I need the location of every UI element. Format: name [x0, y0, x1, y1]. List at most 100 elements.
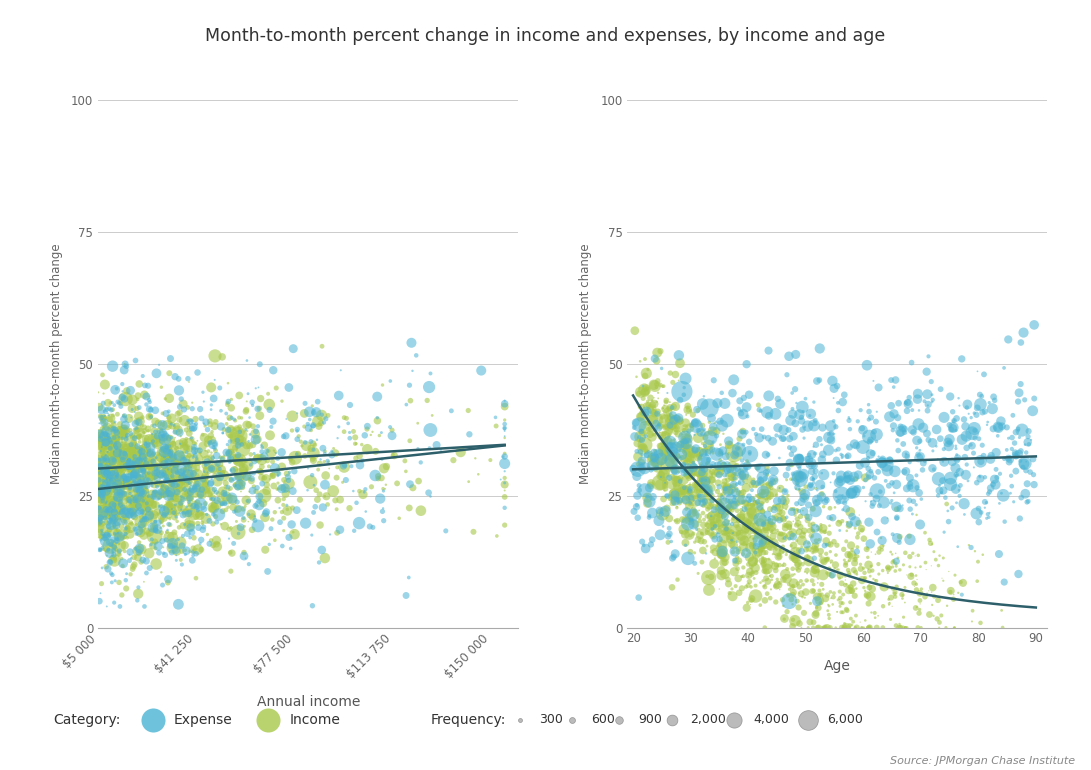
Point: [168, 443, 185, 455]
Point: [793, 525, 811, 537]
Point: [496, 519, 514, 531]
Point: [116, 447, 133, 460]
Point: [221, 456, 239, 468]
Point: [160, 432, 178, 444]
Point: [205, 499, 223, 511]
Point: [674, 483, 692, 495]
Point: [808, 571, 826, 584]
Point: [930, 594, 947, 606]
Point: [96, 463, 113, 475]
Point: [119, 494, 136, 506]
Point: [143, 523, 160, 535]
Point: [99, 461, 117, 474]
Point: [886, 588, 903, 600]
Point: [935, 443, 952, 455]
Point: [732, 466, 750, 478]
Point: [684, 457, 702, 469]
Point: [683, 419, 700, 431]
Point: [346, 437, 363, 450]
Point: [951, 466, 969, 478]
Point: [645, 413, 662, 425]
Point: [968, 477, 985, 489]
Point: [891, 564, 909, 576]
Point: [109, 471, 127, 484]
Point: [667, 463, 684, 475]
Point: [95, 444, 112, 456]
Point: [94, 447, 111, 460]
Point: [940, 434, 958, 446]
Point: [175, 465, 192, 477]
Point: [830, 594, 848, 606]
Point: [685, 527, 703, 540]
Point: [800, 537, 817, 549]
Point: [811, 343, 828, 355]
Point: [986, 473, 1004, 485]
Point: [957, 469, 974, 481]
Point: [122, 507, 140, 519]
Point: [160, 498, 178, 511]
Point: [151, 517, 168, 529]
Point: [129, 490, 146, 503]
Point: [153, 423, 170, 435]
Point: [100, 547, 118, 559]
Point: [802, 545, 819, 557]
Point: [122, 516, 140, 528]
Point: [739, 455, 756, 467]
Point: [97, 427, 115, 440]
Point: [125, 440, 143, 452]
Point: [369, 414, 386, 427]
Point: [855, 567, 873, 579]
Point: [673, 428, 691, 440]
Point: [999, 432, 1017, 444]
Point: [200, 445, 217, 457]
Point: [181, 491, 199, 504]
Point: [109, 447, 127, 459]
Point: [264, 470, 281, 482]
Point: [137, 443, 155, 455]
Point: [173, 463, 191, 475]
Point: [137, 513, 155, 525]
Point: [758, 563, 776, 575]
Point: [140, 504, 157, 516]
Point: [133, 543, 151, 555]
Point: [465, 526, 482, 538]
Point: [712, 564, 730, 577]
Point: [180, 458, 197, 470]
Point: [199, 484, 216, 496]
Point: [157, 475, 175, 487]
Point: [651, 440, 669, 452]
Point: [719, 485, 736, 497]
Point: [134, 487, 152, 499]
Point: [721, 481, 739, 494]
Point: [189, 477, 206, 490]
Point: [799, 551, 816, 564]
Point: [299, 484, 316, 497]
Point: [791, 408, 808, 420]
Point: [709, 477, 727, 489]
Point: [94, 454, 111, 467]
Point: [726, 462, 743, 474]
Point: [777, 522, 794, 534]
Point: [131, 453, 148, 465]
Point: [125, 513, 143, 525]
Point: [711, 507, 729, 520]
Point: [137, 390, 155, 403]
Point: [651, 470, 669, 482]
Point: [862, 560, 879, 572]
Point: [131, 401, 148, 413]
Point: [98, 433, 116, 445]
Text: 300: 300: [539, 714, 563, 726]
Point: [288, 504, 305, 517]
Point: [736, 462, 754, 474]
Point: [644, 394, 661, 407]
Point: [235, 443, 252, 455]
Point: [220, 484, 238, 496]
Point: [652, 468, 670, 480]
Point: [847, 549, 864, 561]
Point: [802, 480, 819, 492]
Point: [397, 589, 415, 601]
Point: [654, 508, 671, 521]
Point: [762, 592, 779, 604]
Point: [871, 546, 888, 558]
Point: [910, 404, 927, 417]
